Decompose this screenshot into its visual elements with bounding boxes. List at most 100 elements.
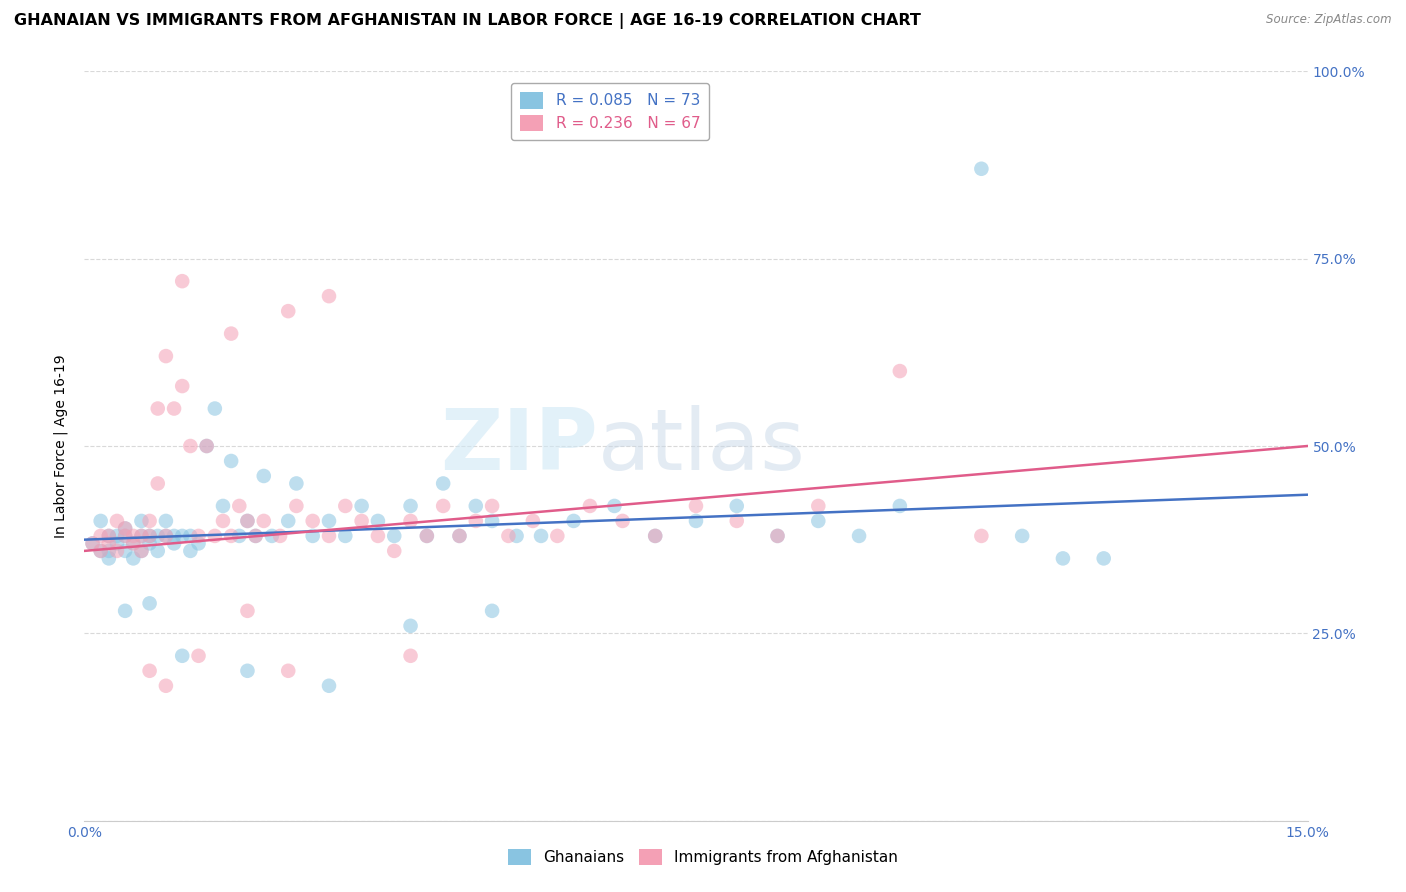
Point	[179, 439, 201, 453]
Point	[236, 664, 259, 678]
Point	[122, 529, 145, 543]
Point	[416, 529, 439, 543]
Point	[105, 514, 128, 528]
Point	[97, 529, 120, 543]
Point	[163, 401, 186, 416]
Point	[335, 499, 357, 513]
Point	[481, 514, 503, 528]
Point	[138, 529, 160, 543]
Point	[562, 514, 585, 528]
Point	[163, 536, 186, 550]
Point	[603, 499, 626, 513]
Point	[1052, 551, 1074, 566]
Point	[97, 544, 120, 558]
Point	[155, 679, 177, 693]
Text: Source: ZipAtlas.com: Source: ZipAtlas.com	[1267, 13, 1392, 27]
Point	[644, 529, 666, 543]
Point	[481, 604, 503, 618]
Point	[464, 514, 486, 528]
Legend: R = 0.085   N = 73, R = 0.236   N = 67: R = 0.085 N = 73, R = 0.236 N = 67	[512, 83, 710, 141]
Point	[612, 514, 634, 528]
Point	[416, 529, 439, 543]
Point	[399, 648, 422, 663]
Point	[236, 514, 259, 528]
Point	[195, 439, 218, 453]
Point	[138, 664, 160, 678]
Point	[382, 529, 405, 543]
Point	[318, 289, 340, 303]
Point	[970, 161, 993, 176]
Point	[277, 304, 299, 318]
Point	[105, 529, 128, 543]
Point	[505, 529, 527, 543]
Point	[82, 536, 104, 550]
Point	[195, 439, 218, 453]
Point	[253, 469, 276, 483]
Point	[236, 514, 259, 528]
Point	[644, 529, 666, 543]
Point	[114, 604, 136, 618]
Point	[172, 379, 194, 393]
Point	[114, 521, 136, 535]
Point	[318, 514, 340, 528]
Point	[138, 596, 160, 610]
Point	[97, 536, 120, 550]
Point	[212, 514, 235, 528]
Point	[122, 536, 145, 550]
Point	[204, 401, 226, 416]
Point	[350, 499, 373, 513]
Point	[318, 529, 340, 543]
Text: GHANAIAN VS IMMIGRANTS FROM AFGHANISTAN IN LABOR FORCE | AGE 16-19 CORRELATION C: GHANAIAN VS IMMIGRANTS FROM AFGHANISTAN …	[14, 13, 921, 29]
Point	[179, 529, 201, 543]
Point	[219, 326, 242, 341]
Point	[449, 529, 471, 543]
Point	[122, 536, 145, 550]
Point	[301, 529, 323, 543]
Point	[335, 529, 357, 543]
Point	[90, 514, 112, 528]
Point	[848, 529, 870, 543]
Point	[285, 499, 308, 513]
Point	[807, 514, 830, 528]
Point	[114, 529, 136, 543]
Point	[138, 529, 160, 543]
Point	[481, 499, 503, 513]
Point	[90, 544, 112, 558]
Point	[269, 529, 291, 543]
Point	[970, 529, 993, 543]
Point	[889, 364, 911, 378]
Point	[114, 521, 136, 535]
Point	[138, 536, 160, 550]
Point	[114, 529, 136, 543]
Point	[1011, 529, 1033, 543]
Point	[399, 514, 422, 528]
Point	[766, 529, 789, 543]
Point	[546, 529, 568, 543]
Point	[146, 544, 169, 558]
Point	[432, 499, 454, 513]
Point	[579, 499, 602, 513]
Point	[155, 529, 177, 543]
Point	[105, 536, 128, 550]
Point	[766, 529, 789, 543]
Point	[522, 514, 544, 528]
Point	[122, 551, 145, 566]
Point	[172, 529, 194, 543]
Point	[219, 454, 242, 468]
Point	[146, 476, 169, 491]
Legend: Ghanaians, Immigrants from Afghanistan: Ghanaians, Immigrants from Afghanistan	[502, 843, 904, 871]
Y-axis label: In Labor Force | Age 16-19: In Labor Force | Age 16-19	[53, 354, 69, 538]
Point	[228, 499, 250, 513]
Point	[260, 529, 283, 543]
Point	[350, 514, 373, 528]
Point	[82, 536, 104, 550]
Point	[464, 499, 486, 513]
Point	[219, 529, 242, 543]
Point	[163, 529, 186, 543]
Point	[889, 499, 911, 513]
Point	[155, 514, 177, 528]
Point	[449, 529, 471, 543]
Point	[105, 544, 128, 558]
Point	[245, 529, 267, 543]
Point	[138, 514, 160, 528]
